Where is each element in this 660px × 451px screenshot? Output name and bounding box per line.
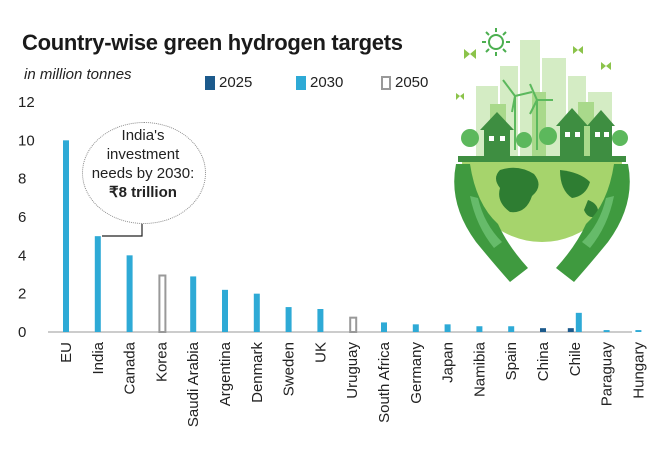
callout-text: India's investment needs by 2030: ₹8 tri…	[82, 126, 204, 202]
bar-uk-2030	[317, 309, 324, 332]
bar-sweden-2030	[285, 307, 292, 332]
x-tick-label: Saudi Arabia	[185, 341, 202, 427]
callout-amount: ₹8 trillion	[109, 184, 177, 201]
bar-japan-2030	[444, 324, 451, 332]
y-tick-label: 0	[18, 324, 26, 341]
chart-title: Country-wise green hydrogen targets	[22, 30, 403, 55]
callout-line-3: needs by 2030:	[91, 165, 195, 182]
bar-namibia-2030	[476, 326, 483, 332]
y-tick-label: 8	[18, 171, 26, 188]
y-tick-label: 4	[18, 247, 26, 264]
y-tick-label: 2	[18, 286, 26, 303]
bar-uruguay-2050	[349, 316, 358, 333]
earth-hands-green-city-icon	[454, 28, 630, 282]
y-tick-label: 10	[18, 132, 35, 149]
x-tick-label: South Africa	[376, 341, 393, 423]
callout-line-2: investment	[106, 146, 180, 163]
x-tick-label: Denmark	[249, 342, 266, 403]
legend-label-2025: 2025	[219, 74, 253, 91]
bar-canada-2030	[126, 255, 133, 332]
x-tick-label: Japan	[440, 342, 457, 383]
bar-chile-2025	[567, 328, 574, 332]
bar-india-2030	[94, 236, 101, 332]
bar-china-2025	[540, 328, 546, 332]
x-tick-label: Paraguay	[599, 342, 616, 407]
bar-eu-2030	[63, 140, 69, 332]
x-tick-label: Korea	[153, 341, 170, 382]
bar-hungary-2030	[635, 330, 642, 332]
bar-south-africa-2030	[381, 322, 387, 332]
y-axis-ticks: 0 2 4 6 8 10 12	[18, 94, 35, 341]
x-tick-label: EU	[58, 342, 75, 363]
bar-chile-2030	[575, 312, 582, 332]
legend-item-2025: 2025	[205, 74, 252, 91]
bar-germany-2030	[412, 324, 419, 332]
x-tick-label: Argentina	[217, 341, 234, 406]
legend-label-2030: 2030	[310, 74, 344, 91]
x-tick-label: Chile	[567, 342, 584, 376]
x-tick-label: Germany	[408, 342, 425, 404]
legend-item-2030: 2030	[296, 74, 343, 91]
y-tick-label: 6	[18, 209, 26, 226]
x-tick-label: Canada	[122, 341, 139, 394]
bar-paraguay-2030	[603, 330, 610, 332]
bar-korea-2050	[158, 274, 167, 333]
bar-spain-2030	[508, 326, 515, 332]
x-tick-label: Spain	[503, 342, 520, 380]
callout-circle	[82, 122, 206, 224]
legend-swatch-2025	[205, 75, 215, 90]
x-tick-label: India	[90, 341, 107, 374]
x-axis-labels: EU India Canada Korea Saudi Arabia Argentina D…	[58, 341, 647, 427]
x-tick-label: Namibia	[471, 341, 488, 397]
x-tick-label: Uruguay	[344, 342, 361, 399]
y-axis-unit-label: in million tonnes	[24, 66, 132, 83]
x-tick-label: China	[535, 341, 552, 381]
bar-denmark-2030	[253, 293, 260, 332]
legend-item-2050: 2050	[381, 74, 428, 91]
legend-swatch-2030	[296, 75, 306, 90]
bars-group	[63, 140, 642, 333]
x-tick-label: Sweden	[281, 342, 298, 396]
bar-argentina-2030	[222, 289, 228, 332]
legend-swatch-2050	[381, 75, 391, 90]
y-tick-label: 12	[18, 94, 35, 111]
x-tick-label: UK	[312, 342, 329, 363]
callout-line-1: India's	[121, 127, 165, 144]
x-tick-label: Hungary	[630, 342, 647, 399]
legend-label-2050: 2050	[395, 74, 429, 91]
bar-saudi-arabia-2030	[190, 276, 197, 332]
